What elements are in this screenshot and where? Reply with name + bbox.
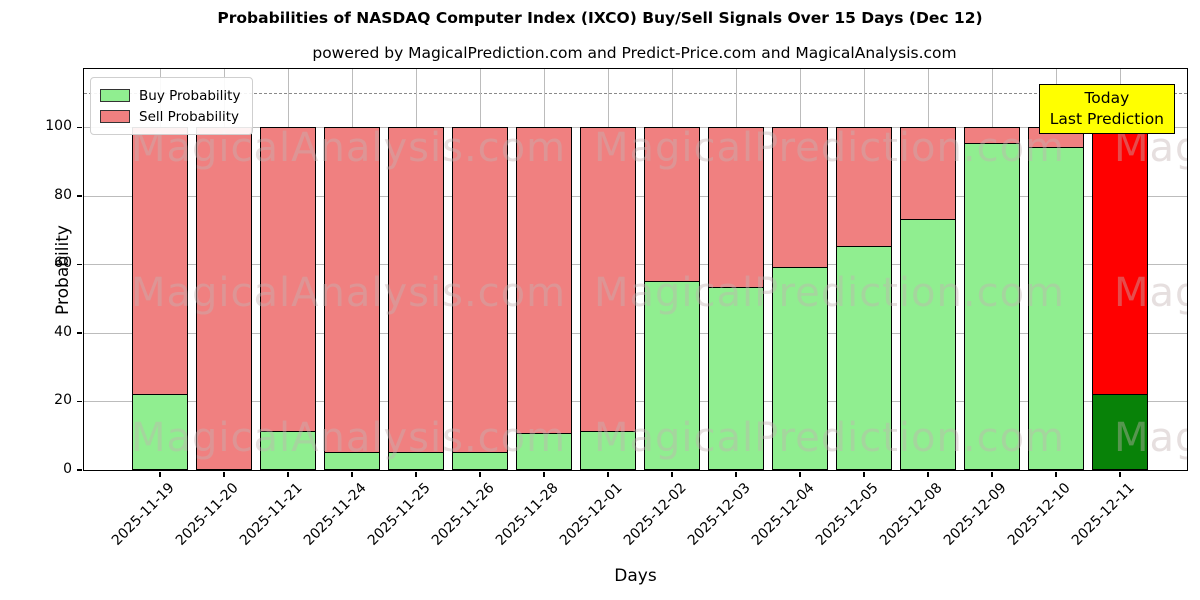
today-annotation-line1: Today	[1084, 89, 1130, 107]
bar-2025-11-28	[516, 127, 572, 470]
x-tickmark	[671, 472, 673, 477]
buy-segment	[900, 219, 956, 470]
buy-segment	[1028, 147, 1084, 470]
threshold-dashed-line	[84, 92, 1187, 94]
buy-segment	[452, 452, 508, 470]
chart-legend: Buy Probability Sell Probability	[90, 77, 254, 135]
bar-2025-12-08	[900, 127, 956, 470]
legend-label-buy: Buy Probability	[139, 87, 241, 104]
bar-2025-12-01	[580, 127, 636, 470]
x-axis-label: Days	[614, 566, 657, 586]
y-tick-label: 20	[54, 392, 72, 409]
sell-segment	[452, 127, 508, 453]
bar-2025-11-19	[132, 127, 188, 470]
buy-segment	[516, 434, 572, 470]
bar-2025-12-03	[708, 127, 764, 470]
bar-2025-12-04	[772, 127, 828, 470]
x-tickmark	[351, 472, 353, 477]
x-tickmark	[287, 472, 289, 477]
sell-segment	[516, 127, 572, 435]
sell-segment	[388, 127, 444, 453]
x-tickmark	[479, 472, 481, 477]
buy-segment	[388, 452, 444, 470]
x-tickmark	[1119, 472, 1121, 477]
bar-2025-12-10	[1028, 127, 1084, 470]
sell-segment	[772, 127, 828, 268]
sell-segment	[132, 127, 188, 395]
y-tickmark	[77, 263, 82, 266]
sell-swatch	[100, 110, 130, 123]
x-tickmark	[991, 472, 993, 477]
y-tickmark	[77, 469, 82, 471]
bar-2025-12-09	[964, 127, 1020, 470]
chart-subtitle: powered by MagicalPrediction.com and Pre…	[312, 44, 957, 62]
bar-2025-11-21	[260, 127, 316, 470]
buy-segment	[708, 288, 764, 470]
sell-segment	[708, 127, 764, 289]
chart-title: Probabilities of NASDAQ Computer Index (…	[217, 9, 983, 27]
buy-segment	[260, 432, 316, 470]
legend-item-buy: Buy Probability	[100, 85, 240, 106]
bar-2025-11-24	[324, 127, 380, 470]
y-tick-label: 40	[54, 323, 72, 340]
x-tickmark	[159, 472, 161, 477]
y-tickmark	[77, 332, 82, 334]
sell-segment	[260, 127, 316, 433]
sell-segment	[836, 127, 892, 248]
buy-segment	[580, 432, 636, 470]
bar-2025-12-05	[836, 127, 892, 470]
x-tickmark	[863, 472, 865, 477]
buy-segment	[132, 394, 188, 470]
legend-label-sell: Sell Probability	[139, 108, 240, 125]
y-tickmark	[77, 400, 82, 403]
legend-item-sell: Sell Probability	[100, 106, 240, 127]
plot-area: MagicalAnalysis.com MagicalPrediction.com…	[45, 68, 1188, 586]
sell-segment	[580, 127, 636, 433]
sell-segment	[900, 127, 956, 220]
x-tickmark	[1055, 472, 1057, 477]
x-tickmark	[927, 472, 929, 477]
sell-segment	[644, 127, 700, 282]
sell-segment	[324, 127, 380, 453]
bar-2025-11-25	[388, 127, 444, 470]
x-tickmark	[223, 472, 225, 477]
bar-2025-11-26	[452, 127, 508, 470]
buy-segment	[836, 247, 892, 470]
x-tickmark	[607, 472, 609, 477]
buy-segment	[1092, 394, 1148, 470]
y-tick-label: 100	[45, 118, 72, 135]
y-tickmark	[77, 126, 82, 128]
x-tickmark	[735, 472, 737, 477]
bar-2025-12-11	[1092, 127, 1148, 470]
buy-segment	[324, 452, 380, 470]
y-tick-label: 0	[63, 461, 72, 477]
sell-segment	[1092, 127, 1148, 395]
bar-2025-11-20	[196, 127, 252, 470]
today-annotation: Today Last Prediction	[1038, 84, 1175, 134]
today-annotation-line2: Last Prediction	[1049, 110, 1164, 128]
sell-segment	[964, 127, 1020, 145]
bar-2025-12-02	[644, 127, 700, 470]
x-tickmark	[799, 472, 801, 477]
y-tick-label: 60	[54, 255, 72, 272]
y-tick-label: 80	[54, 186, 72, 203]
y-axis-label: Probability	[52, 224, 73, 315]
y-tickmark	[77, 195, 82, 197]
buy-segment	[644, 281, 700, 470]
buy-segment	[964, 144, 1020, 470]
buy-segment	[772, 267, 828, 470]
x-tickmark	[415, 472, 417, 477]
x-tickmark	[543, 472, 545, 477]
sell-segment	[196, 127, 252, 470]
buy-swatch	[100, 89, 130, 102]
